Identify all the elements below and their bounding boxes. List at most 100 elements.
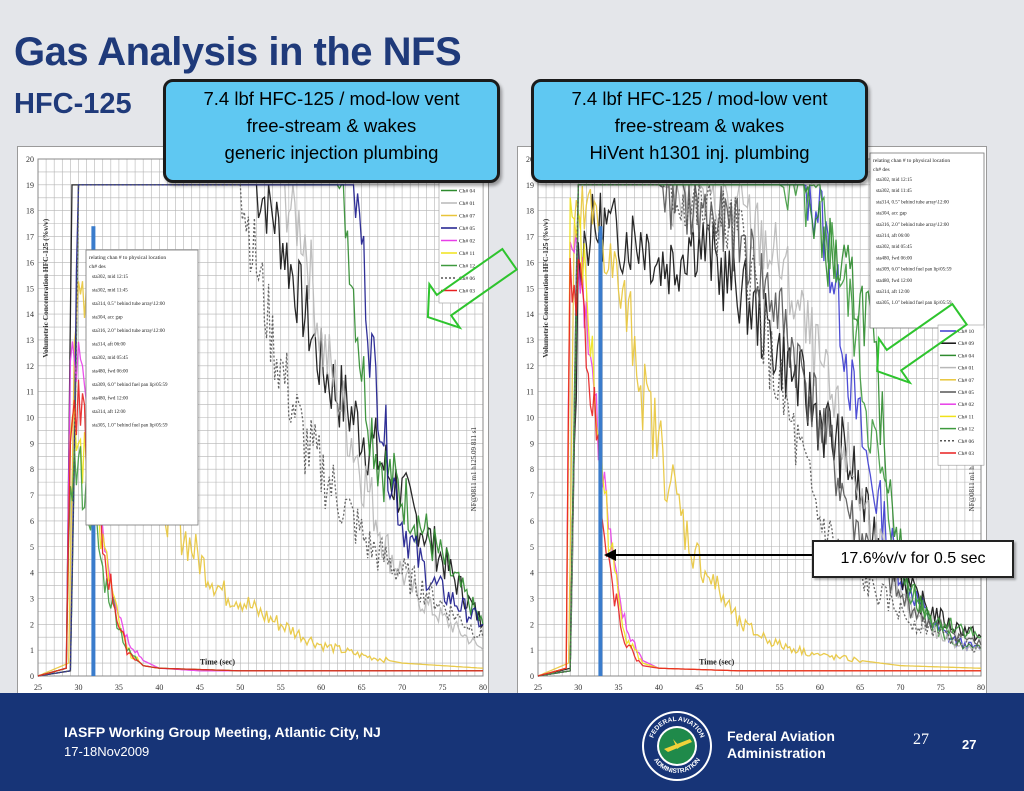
location-legend-entry: sta314, aft 12:00	[92, 410, 126, 415]
location-legend-entry: sta309, 6.0" behind fuel pan lip\05:59	[92, 383, 168, 388]
series-legend-label: Ch# 10	[958, 329, 974, 335]
callout-right: 7.4 lbf HFC-125 / mod-low vent free-stre…	[531, 79, 868, 183]
series-legend-label: Ch# 06	[958, 439, 974, 445]
y-tick-label: 4	[530, 569, 534, 578]
x-tick-label: 65	[856, 683, 864, 692]
x-tick-label: 60	[816, 683, 824, 692]
location-legend-entry: sta480, fwd 06:00	[92, 370, 128, 375]
location-legend-entry: sta314, aft 06:00	[876, 234, 910, 239]
x-tick-label: 50	[236, 683, 244, 692]
x-tick-label: 75	[439, 683, 447, 692]
series-legend-label: Ch# 11	[958, 414, 974, 420]
callout-left-line-3: generic injection plumbing	[224, 142, 439, 163]
chart-panel-right: 0 1 2 3 4 5 6 7 8 9 10 11 12 13 14 15 16 17 18 19 20 25 30 35 40…	[517, 146, 987, 708]
y-tick-label: 12	[526, 362, 534, 371]
series-legend-label: Ch# 02	[958, 402, 974, 408]
x-tick-label: 45	[196, 683, 204, 692]
y-tick-label: 14	[26, 310, 34, 319]
y-tick-label: 16	[26, 258, 34, 267]
location-legend-entry: sta302, mid 05:45	[876, 245, 912, 250]
callout-left-line-2: free-stream & wakes	[246, 115, 417, 136]
y-tick-label: 11	[26, 388, 34, 397]
y-tick-label: 18	[526, 207, 534, 216]
series-legend-label: Ch# 02	[459, 239, 475, 245]
y-tick-label: 11	[526, 388, 534, 397]
y-tick-label: 5	[530, 543, 534, 552]
x-tick-label: 25	[534, 683, 542, 692]
y-tick-label: 13	[526, 336, 534, 345]
location-legend-entry: sta316, 2.0" behind tube array\12:00	[92, 329, 165, 334]
page-number: 27	[962, 737, 977, 752]
y-tick-label: 8	[530, 465, 534, 474]
series-legend-label: Ch# 06	[459, 276, 475, 282]
location-legend-entry: sta314, 0.5" behind tube array\12:00	[876, 200, 949, 205]
series-legend-label: Ch# 05	[958, 390, 974, 396]
callout-right-line-2: free-stream & wakes	[614, 115, 785, 136]
y-tick-label: 17	[526, 233, 534, 242]
location-legend-entry: sta309, 6.0" behind fuel pan lip\05:59	[876, 268, 952, 273]
x-tick-label: 40	[655, 683, 663, 692]
x-tick-label: 40	[155, 683, 163, 692]
y-tick-label: 0	[530, 672, 534, 681]
y-tick-label: 18	[26, 207, 34, 216]
x-tick-label: 30	[74, 683, 82, 692]
y-tick-label: 19	[526, 181, 534, 190]
x-tick-label: 65	[358, 683, 366, 692]
location-legend-entry: sta480, fwd 12:00	[876, 279, 912, 284]
series-legend-label: Ch# 03	[958, 451, 974, 457]
injection-marker	[598, 226, 603, 676]
y-tick-label: 15	[526, 284, 534, 293]
location-legend-entry: sta305, 1.0" behind fuel pan lip\05:59	[876, 301, 952, 306]
footer-agency-line-2: Administration	[727, 745, 826, 761]
footer-agency: Federal Aviation Administration	[727, 728, 835, 762]
y-axis-label: Volumetric Concentration HFC-125 (%v/v)	[541, 218, 550, 358]
vertical-file-label: NF@0811 m1 h125.09 811 s1	[968, 427, 976, 512]
y-tick-label: 19	[26, 181, 34, 190]
series-legend-label: Ch# 12	[459, 264, 475, 270]
series-legend-label: Ch# 07	[958, 378, 974, 384]
location-legend-entry: sta302, mid 12:15	[876, 178, 912, 183]
x-tick-label: 35	[615, 683, 623, 692]
y-tick-label: 7	[30, 491, 34, 500]
series-line-ch06	[537, 184, 982, 677]
y-tick-label: 3	[530, 594, 534, 603]
series-legend-label: Ch# 03	[459, 289, 475, 295]
faa-seal-icon: FEDERAL AVIATION ADMINISTRATION	[642, 711, 712, 781]
location-legend-entry: sta302, mid 12:15	[92, 275, 128, 280]
y-tick-label: 0	[30, 672, 34, 681]
series-line-ch07	[537, 185, 981, 677]
y-tick-label: 2	[530, 620, 534, 629]
y-tick-label: 4	[30, 569, 34, 578]
location-legend-entry: sta314, aft 12:00	[876, 290, 910, 295]
location-legend-title: relating chan # to physical location	[873, 158, 950, 164]
y-tick-label: 20	[526, 155, 534, 164]
vertical-file-label: NF@0811 m1 h125.09 811 s1	[470, 427, 478, 512]
x-tick-label: 30	[574, 683, 582, 692]
footer-date: 17-18Nov2009	[64, 744, 150, 759]
series-legend-label: Ch# 05	[459, 226, 475, 232]
x-tick-label: 70	[896, 683, 904, 692]
y-tick-label: 9	[30, 439, 34, 448]
x-tick-label: 75	[937, 683, 945, 692]
x-axis-label: Time (sec)	[699, 657, 735, 666]
y-tick-label: 6	[530, 517, 534, 526]
series-line-ch06	[37, 184, 484, 677]
x-tick-label: 80	[479, 683, 487, 692]
slide-title: Gas Analysis in the NFS	[14, 30, 462, 74]
location-legend-entry: sta480, fwd 06:00	[876, 256, 912, 261]
series-line-ch03	[37, 379, 483, 677]
series-legend-label: Ch# 04	[958, 353, 974, 359]
series-legend-label: Ch# 12	[958, 427, 974, 433]
footer-agency-line-1: Federal Aviation	[727, 728, 835, 744]
location-legend-entry: sta302, mid 11:45	[92, 289, 128, 294]
y-tick-label: 17	[26, 233, 34, 242]
y-tick-label: 2	[30, 620, 34, 629]
x-tick-label: 55	[776, 683, 784, 692]
callout-right-line-1: 7.4 lbf HFC-125 / mod-low vent	[571, 88, 828, 109]
x-tick-label: 50	[735, 683, 743, 692]
y-tick-label: 5	[30, 543, 34, 552]
y-tick-label: 3	[30, 594, 34, 603]
y-tick-label: 12	[26, 362, 34, 371]
location-legend-title: ch# des	[89, 264, 106, 270]
